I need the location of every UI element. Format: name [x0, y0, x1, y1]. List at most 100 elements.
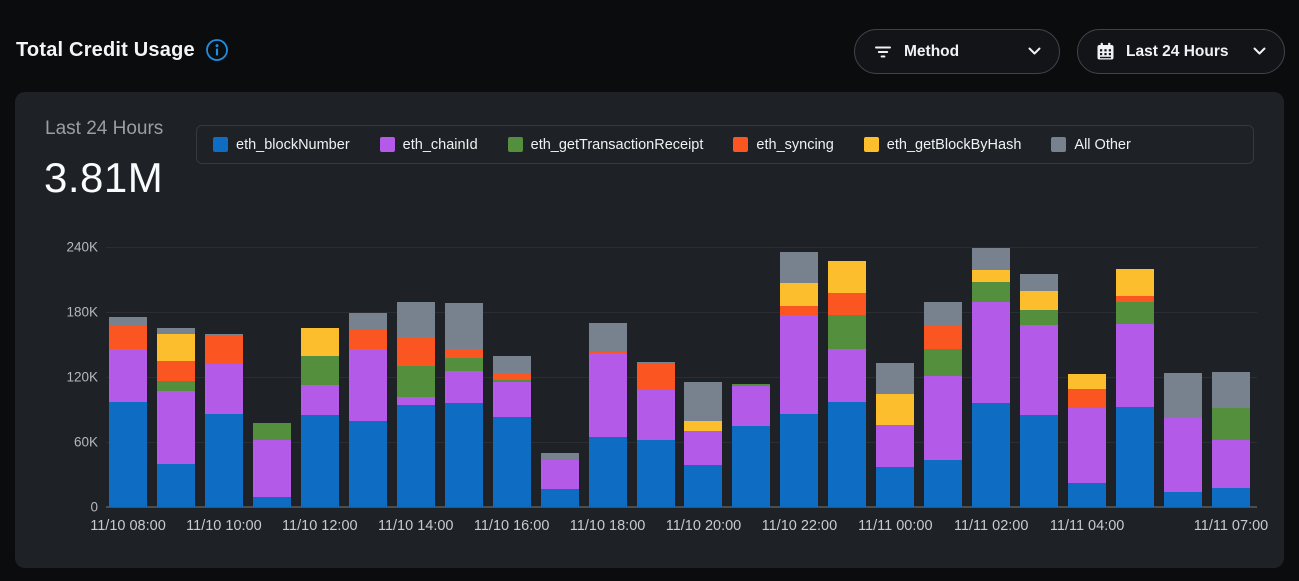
- bar-11/10 23:00[interactable]: [828, 261, 867, 507]
- legend-swatch: [1051, 137, 1067, 152]
- bar-segment-eth_getTransactionReceipt: [1020, 309, 1059, 326]
- bar-11/11 02:00[interactable]: [972, 248, 1011, 507]
- bar-11/10 08:00[interactable]: [109, 317, 147, 507]
- legend-item-eth_getBlockByHash[interactable]: eth_getBlockByHash: [863, 136, 1022, 153]
- bar-11/10 11:00[interactable]: [252, 422, 291, 507]
- bar-segment-eth_blockNumber: [540, 488, 579, 507]
- bar-segment-eth_chainId: [1068, 408, 1107, 484]
- bar-segment-eth_getBlockByHash: [300, 328, 339, 357]
- bar-segment-All Other: [972, 248, 1011, 270]
- time-range-dropdown[interactable]: Last 24 Hours: [1077, 29, 1285, 74]
- legend-item-eth_getTransactionReceipt[interactable]: eth_getTransactionReceipt: [507, 136, 704, 153]
- bar-segment-eth_getTransactionReceipt: [444, 357, 483, 371]
- bar-11/10 16:00[interactable]: [492, 356, 531, 507]
- y-axis-label: 180K: [66, 304, 98, 320]
- bar-segment-eth_chainId: [1020, 325, 1059, 415]
- bar-11/11 07:00[interactable]: [1212, 371, 1250, 507]
- bar-11/10 09:00[interactable]: [156, 328, 195, 507]
- bar-segment-eth_chainId: [732, 385, 771, 426]
- info-icon[interactable]: [205, 38, 229, 62]
- calendar-icon: [1096, 42, 1115, 61]
- bar-11/11 01:00[interactable]: [924, 302, 963, 507]
- total-value: 3.81M: [44, 154, 164, 201]
- chevron-down-icon: [1028, 47, 1041, 56]
- bar-11/10 14:00[interactable]: [396, 302, 435, 507]
- bar-segment-eth_getTransactionReceipt: [1212, 408, 1250, 440]
- bar-11/10 17:00[interactable]: [540, 452, 579, 507]
- bar-11/10 15:00[interactable]: [444, 303, 483, 507]
- bar-segment-eth_getTransactionReceipt: [492, 380, 531, 383]
- legend-item-All Other[interactable]: All Other: [1051, 137, 1131, 153]
- x-axis-label: 11/10 12:00: [282, 518, 358, 534]
- bar-segment-eth_syncing: [924, 326, 963, 349]
- y-axis-label: 120K: [66, 369, 98, 385]
- bar-segment-eth_getTransactionReceipt: [156, 381, 195, 392]
- legend-label: eth_getTransactionReceipt: [530, 136, 704, 153]
- bar-11/11 00:00[interactable]: [876, 362, 915, 507]
- bar-segment-eth_blockNumber: [588, 436, 627, 507]
- bar-11/10 10:00[interactable]: [204, 333, 243, 507]
- gridline-60K: [106, 442, 1257, 443]
- page-title: Total Credit Usage: [16, 38, 195, 61]
- bar-11/10 19:00[interactable]: [636, 361, 675, 507]
- x-axis-label: 11/10 08:00: [90, 518, 166, 534]
- chevron-down-icon: [1253, 47, 1266, 56]
- bar-segment-eth_blockNumber: [252, 497, 291, 507]
- bar-segment-eth_blockNumber: [1068, 483, 1107, 507]
- bar-segment-eth_getBlockByHash: [828, 261, 867, 293]
- bar-segment-All Other: [876, 362, 915, 395]
- credit-usage-card: Last 24 Hours 3.81M eth_blockNumber eth_c…: [15, 92, 1284, 568]
- bar-segment-eth_chainId: [588, 353, 627, 437]
- bar-segment-eth_blockNumber: [300, 414, 339, 507]
- time-range-label: Last 24 Hours: [1126, 42, 1229, 60]
- bar-segment-eth_getBlockByHash: [1116, 268, 1155, 296]
- chart-legend: eth_blockNumber eth_chainId eth_getTransac…: [196, 125, 1254, 164]
- bar-segment-eth_blockNumber: [684, 464, 723, 507]
- bar-segment-All Other: [588, 322, 627, 352]
- bar-segment-eth_blockNumber: [156, 463, 195, 507]
- bar-segment-All Other: [109, 317, 147, 327]
- y-axis-label: 240K: [66, 239, 98, 255]
- x-axis-label: 11/11 02:00: [953, 518, 1029, 534]
- bar-segment-eth_syncing: [444, 348, 483, 358]
- bar-segment-eth_chainId: [156, 391, 195, 464]
- bar-segment-eth_blockNumber: [109, 401, 147, 507]
- x-axis-label: 11/10 16:00: [473, 518, 550, 534]
- legend-label: eth_getBlockByHash: [886, 136, 1022, 153]
- gridline-120K: [106, 377, 1257, 378]
- bar-segment-eth_getTransactionReceipt: [1116, 302, 1155, 324]
- legend-swatch: [863, 137, 879, 152]
- header: Total Credit Usage: [16, 38, 229, 62]
- bar-11/11 06:00[interactable]: [1164, 372, 1203, 507]
- bar-11/10 20:00[interactable]: [684, 382, 723, 507]
- gridline-240K: [106, 247, 1257, 248]
- legend-item-eth_syncing[interactable]: eth_syncing: [733, 137, 834, 153]
- bar-segment-eth_syncing: [204, 335, 243, 365]
- bar-11/11 03:00[interactable]: [1020, 274, 1059, 507]
- bar-segment-eth_getTransactionReceipt: [300, 356, 339, 385]
- bar-segment-eth_chainId: [780, 315, 819, 414]
- period-label: Last 24 Hours: [45, 118, 164, 139]
- bar-segment-All Other: [540, 452, 579, 461]
- bar-segment-All Other: [204, 333, 243, 336]
- bar-segment-eth_blockNumber: [492, 417, 531, 507]
- legend-item-eth_blockNumber[interactable]: eth_blockNumber: [213, 137, 350, 153]
- bar-segment-All Other: [684, 382, 723, 422]
- bar-11/11 04:00[interactable]: [1068, 373, 1107, 507]
- method-filter-dropdown[interactable]: Method: [854, 29, 1060, 74]
- bar-11/10 13:00[interactable]: [348, 313, 387, 507]
- bar-11/10 18:00[interactable]: [588, 322, 627, 507]
- bar-11/10 22:00[interactable]: [780, 252, 819, 507]
- bar-11/10 21:00[interactable]: [732, 383, 771, 507]
- method-filter-label: Method: [904, 42, 960, 60]
- bar-11/11 05:00[interactable]: [1116, 268, 1155, 507]
- bar-11/10 12:00[interactable]: [300, 328, 339, 507]
- bar-segment-eth_chainId: [828, 348, 867, 402]
- bar-segment-eth_getBlockByHash: [156, 333, 195, 361]
- legend-swatch: [733, 137, 749, 152]
- bar-segment-eth_syncing: [1116, 295, 1155, 303]
- bar-segment-eth_chainId: [540, 460, 579, 489]
- legend-item-eth_chainId[interactable]: eth_chainId: [379, 137, 478, 153]
- x-axis-label: 11/11 00:00: [858, 518, 933, 534]
- bar-segment-eth_getTransactionReceipt: [828, 315, 867, 349]
